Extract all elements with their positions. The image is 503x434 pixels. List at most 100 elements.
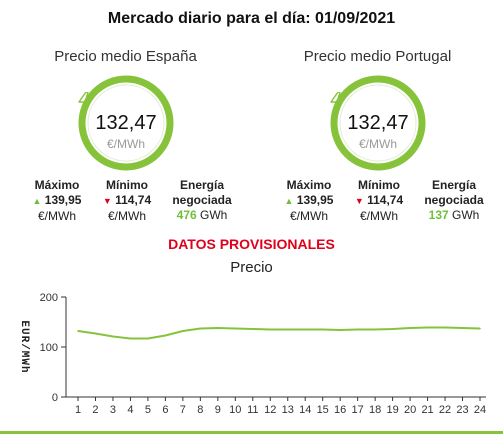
price-point <box>339 329 341 331</box>
x-tick-label: 22 <box>439 404 451 416</box>
y-tick-label: 200 <box>40 292 58 304</box>
x-tick-label: 11 <box>247 404 258 416</box>
price-point <box>94 332 97 335</box>
x-tick-label: 1 <box>75 404 81 416</box>
portugal-price-gauge: 132,47 €/MWh <box>330 75 426 171</box>
spain-panel-title: Precio medio España <box>54 48 197 65</box>
spain-price-unit: €/MWh <box>106 137 145 151</box>
spain-stats: Máximo ▲ 139,95 €/MWh Mínimo ▼ 114,74 €/… <box>0 178 251 230</box>
x-tick-label: 18 <box>369 404 381 416</box>
price-point <box>269 328 272 331</box>
min-value: 114,74 <box>367 193 404 207</box>
price-point <box>251 328 254 330</box>
portugal-min: Mínimo ▼ 114,74 €/MWh <box>344 178 414 224</box>
portugal-stats: Máximo ▲ 139,95 €/MWh Mínimo ▼ 114,74 €/… <box>252 178 503 230</box>
max-value: 139,95 <box>296 193 334 207</box>
price-point <box>391 328 394 330</box>
energy-unit: GWh <box>200 208 228 222</box>
bottom-accent-line <box>0 431 503 434</box>
y-axis-label: EUR/MWh <box>18 320 30 373</box>
price-point <box>374 328 376 331</box>
energy-value: 476 <box>176 208 197 222</box>
min-label: Mínimo <box>358 178 400 192</box>
price-series-line <box>77 326 481 340</box>
spain-average-price: 132,47 <box>95 112 157 134</box>
price-point <box>182 330 184 332</box>
triangle-up-icon: ▲ <box>32 196 42 206</box>
price-point <box>321 328 324 331</box>
x-tick-label: 2 <box>92 404 98 416</box>
x-tick-label: 13 <box>282 404 294 416</box>
portugal-energy: Energía negociada 137 GWh <box>414 178 494 223</box>
gauge-ring <box>330 75 426 171</box>
x-tick-label: 5 <box>145 404 151 416</box>
price-point <box>112 335 114 338</box>
energy-value: 137 <box>428 208 449 222</box>
min-unit: €/MWh <box>107 209 146 223</box>
price-point <box>234 327 237 330</box>
max-label: Máximo <box>34 178 80 192</box>
min-unit: €/MWh <box>359 209 398 223</box>
price-chart: 0 100 200 1 2 3 4 5 6 7 8 9 10 11 12 13 14 15 16 17 18 19 20 21… <box>0 280 503 424</box>
energy-label-2: negociada <box>424 193 484 207</box>
x-tick-label: 10 <box>229 404 241 416</box>
portugal-max: Máximo ▲ 139,95 €/MWh <box>274 178 344 224</box>
x-tick-label: 3 <box>110 404 116 416</box>
triangle-up-icon: ▲ <box>284 196 294 206</box>
provisional-data-notice: DATOS PROVISIONALES <box>168 236 335 252</box>
min-label: Mínimo <box>106 178 148 192</box>
energy-label-1: Energía <box>431 178 476 192</box>
price-point <box>129 337 132 340</box>
spain-min: Mínimo ▼ 114,74 €/MWh <box>92 178 162 224</box>
price-point <box>304 328 307 331</box>
x-tick-label: 12 <box>264 404 276 416</box>
spain-energy: Energía negociada 476 GWh <box>162 178 242 223</box>
x-tick-label: 8 <box>197 404 203 416</box>
portugal-average-price: 132,47 <box>347 112 409 134</box>
energy-label-1: Energía <box>179 178 224 192</box>
triangle-down-icon: ▼ <box>102 196 112 206</box>
max-unit: €/MWh <box>289 209 328 223</box>
price-point <box>199 327 202 330</box>
min-value: 114,74 <box>115 193 152 207</box>
x-tick-label: 24 <box>474 404 486 416</box>
spain-price-gauge: 132,47 €/MWh <box>78 75 174 171</box>
price-point <box>164 334 167 337</box>
x-tick-label: 16 <box>334 404 346 416</box>
price-point <box>479 327 481 330</box>
price-point <box>409 327 411 329</box>
x-tick-label: 21 <box>421 404 433 416</box>
y-tick-label: 100 <box>40 342 58 354</box>
spain-max: Máximo ▲ 139,95 €/MWh <box>22 178 92 224</box>
portugal-price-unit: €/MWh <box>358 137 397 151</box>
x-tick-label: 19 <box>386 404 398 416</box>
price-point <box>286 328 289 331</box>
price-point <box>217 327 219 329</box>
chart-title: Precio <box>230 259 273 276</box>
page-title: Mercado diario para el día: 01/09/2021 <box>107 10 396 27</box>
x-tick-label: 4 <box>127 404 133 416</box>
triangle-down-icon: ▼ <box>354 196 364 206</box>
price-point <box>77 330 79 332</box>
portugal-panel-title: Precio medio Portugal <box>303 48 452 65</box>
max-value: 139,95 <box>44 193 82 207</box>
price-point <box>444 326 446 329</box>
x-tick-label: 14 <box>299 404 311 416</box>
price-point <box>426 326 429 329</box>
x-tick-label: 9 <box>215 404 221 416</box>
x-tick-label: 20 <box>404 404 416 416</box>
energy-label-2: negociada <box>172 193 232 207</box>
x-tick-label: 15 <box>317 404 329 416</box>
max-unit: €/MWh <box>37 209 76 223</box>
max-label: Máximo <box>286 178 332 192</box>
x-tick-label: 17 <box>352 404 364 416</box>
x-tick-label: 6 <box>162 404 168 416</box>
x-tick-label: 7 <box>180 404 186 416</box>
y-tick-label: 0 <box>52 392 58 404</box>
x-tick-label: 23 <box>456 404 468 416</box>
price-point <box>356 328 359 331</box>
price-point <box>147 337 149 340</box>
gauge-ring <box>78 75 174 171</box>
energy-unit: GWh <box>452 208 480 222</box>
